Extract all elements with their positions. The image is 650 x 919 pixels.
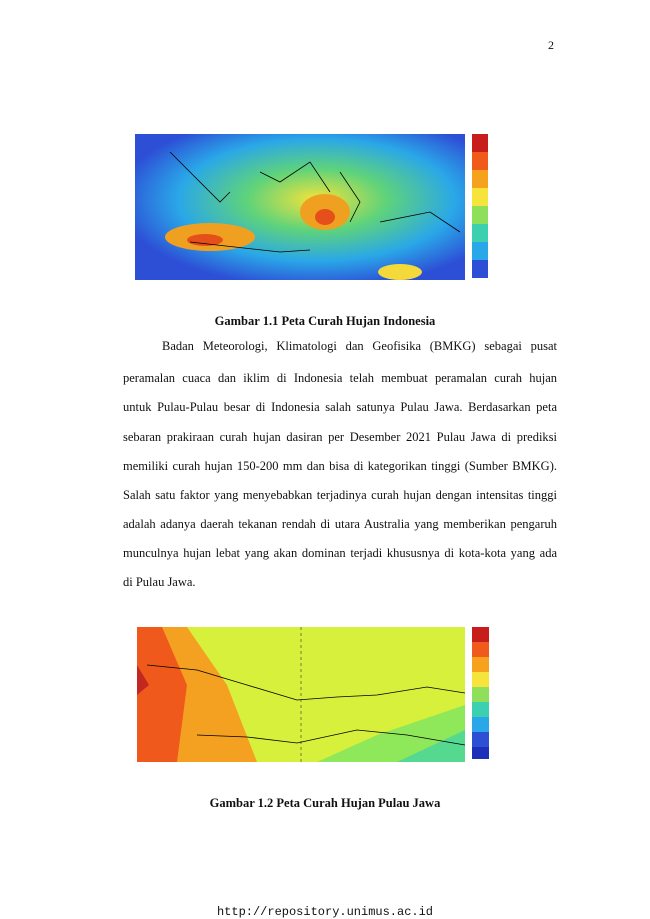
figure-caption: Gambar 1.1 Peta Curah Hujan Indonesia [214, 314, 436, 328]
paragraph-line: di Pulau Jawa. [123, 575, 196, 589]
map-indonesia [135, 134, 488, 280]
footer-url: http://repository.unimus.ac.id [216, 905, 434, 919]
map-java [137, 627, 489, 762]
paragraph-line: Badan Meteorologi, Klimatologi dan Geofi… [162, 339, 557, 353]
paragraph-line: peramalan cuaca dan iklim di Indonesia t… [123, 371, 557, 385]
paragraph-line: Salah satu faktor yang menyebabkan terja… [123, 488, 557, 502]
paragraph-line: sebaran prakiraan curah hujan dasiran pe… [123, 430, 557, 444]
paragraph-line: memiliki curah hujan 150-200 mm dan bisa… [123, 459, 557, 473]
page-number: 2 [548, 38, 554, 52]
paragraph-line: untuk Pulau-Pulau besar di Indonesia sal… [123, 400, 557, 414]
figure-caption: Gambar 1.2 Peta Curah Hujan Pulau Jawa [209, 796, 441, 810]
paragraph-line: munculnya hujan lebat yang akan dominan … [123, 546, 557, 560]
paragraph-line: adalah adanya daerah tekanan rendah di u… [123, 517, 557, 531]
